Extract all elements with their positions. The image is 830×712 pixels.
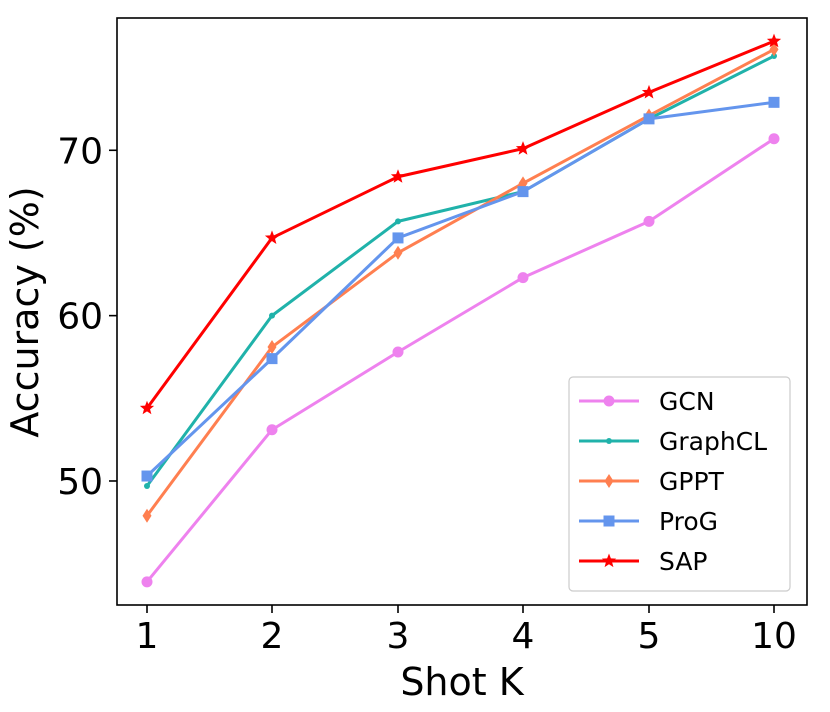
data-point-graphcl-3 — [395, 218, 401, 225]
data-point-gppt-2 — [267, 340, 277, 355]
legend-box — [568, 376, 791, 592]
data-point-gcn-5 — [643, 215, 655, 227]
data-point-gcn-2 — [266, 424, 278, 436]
series-line-gppt — [145, 48, 775, 517]
legend-marker-prog — [603, 515, 615, 527]
x-tick-label: 10 — [751, 616, 797, 657]
data-point-prog-1 — [141, 470, 153, 482]
legend-marker-gcn — [603, 395, 615, 407]
x-axis-label: Shot K — [400, 660, 524, 704]
data-point-sap-4 — [515, 141, 531, 155]
x-tick-label: 1 — [136, 616, 159, 657]
y-tick-label: 60 — [57, 297, 103, 338]
data-point-gppt-10 — [769, 42, 779, 57]
x-tick-label: 3 — [387, 616, 410, 657]
data-point-prog-5 — [643, 113, 655, 125]
data-point-prog-4 — [517, 186, 529, 198]
y-axis-label: Accuracy (%) — [3, 186, 47, 437]
data-point-sap-1 — [139, 400, 155, 415]
data-point-gcn-3 — [392, 346, 404, 358]
legend-label-graphcl: GraphCL — [659, 427, 767, 456]
data-point-gcn-1 — [141, 576, 153, 588]
data-point-graphcl-1 — [144, 482, 150, 489]
plot-frame — [116, 17, 808, 606]
series-line-gcn — [145, 137, 775, 583]
data-point-prog-2 — [266, 353, 278, 365]
x-tick-label: 4 — [512, 616, 535, 657]
data-point-gppt-1 — [142, 508, 152, 523]
plot-layer — [139, 33, 782, 588]
data-point-gppt-3 — [393, 245, 403, 260]
legend-marker-graphcl — [606, 438, 612, 444]
series-line-sap — [145, 39, 775, 410]
data-point-graphcl-2 — [269, 312, 275, 319]
x-tick-label: 2 — [261, 616, 284, 657]
legend-label-gcn: GCN — [659, 387, 715, 416]
legend-marker-gppt — [604, 474, 614, 488]
legend-marker-sap — [601, 553, 617, 568]
legend: GCN GraphCL GPPT ProG SAP — [568, 376, 791, 592]
data-point-gcn-10 — [768, 133, 780, 145]
y-tick-label: 50 — [57, 462, 103, 503]
data-point-prog-10 — [768, 96, 780, 108]
data-point-sap-3 — [390, 169, 406, 183]
data-point-sap-2 — [264, 230, 280, 244]
data-point-sap-5 — [641, 84, 657, 99]
y-tick-label: 70 — [57, 131, 103, 172]
data-point-prog-3 — [392, 232, 404, 244]
data-point-gcn-4 — [517, 272, 529, 284]
data-point-sap-10 — [766, 33, 782, 48]
series-line-graphcl — [145, 54, 775, 487]
legend-label-gppt: GPPT — [659, 467, 725, 496]
legend-label-prog: ProG — [659, 507, 718, 536]
axis-layer: 1 2 3 4 5 10 50 60 70 — [57, 131, 797, 657]
x-tick-label: 5 — [638, 616, 661, 657]
legend-label-sap: SAP — [659, 547, 708, 576]
series-line-prog — [145, 100, 775, 478]
